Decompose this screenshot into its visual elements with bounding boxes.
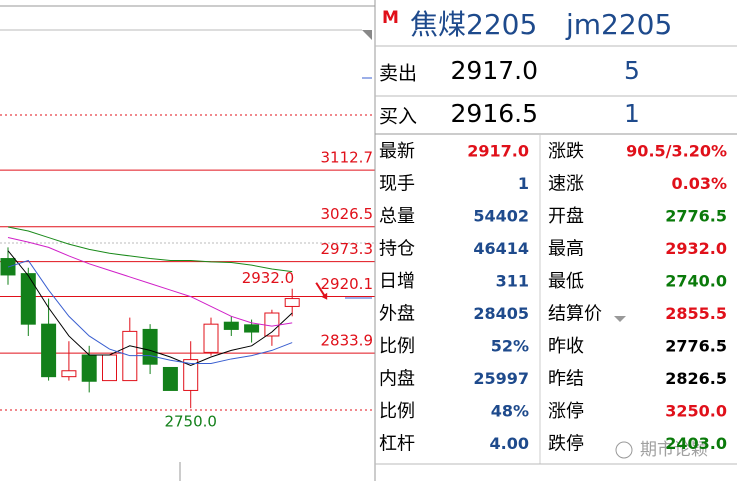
stat-value: 2403.0 (665, 434, 727, 453)
stat-value: 48% (491, 402, 529, 421)
price-level-label: 2973.3 (321, 240, 374, 258)
moving-average (7, 237, 293, 327)
stat-label: 内盘 (379, 369, 415, 390)
code: jm2205 (565, 8, 672, 41)
candle-body (162, 366, 178, 391)
stat-label: 结算价 (548, 304, 602, 325)
stat-value: 4.00 (490, 434, 529, 453)
price-level-label: 2920.1 (321, 275, 374, 293)
stat-label: 跌停 (548, 434, 584, 455)
stat-label: 最高 (548, 239, 584, 260)
stat-value: 0.03% (671, 174, 727, 193)
stat-label: 涨跌 (548, 141, 584, 162)
title: 焦煤2205 (410, 8, 537, 41)
stat-label: 持仓 (379, 239, 415, 260)
stat-value: 2932.0 (665, 239, 727, 258)
stat-label: 速涨 (548, 174, 584, 195)
candle-body (142, 328, 158, 365)
candle-body (244, 324, 260, 333)
stat-label: 日增 (379, 271, 415, 292)
stat-value: 52% (491, 337, 529, 356)
watermark-icon (615, 441, 633, 459)
stat-label: 昨结 (548, 369, 584, 390)
sell-price: 2917.0 (451, 56, 538, 85)
stat-label: 杠杆 (379, 434, 415, 455)
dropdown-arrow (614, 316, 626, 322)
stat-value: 2740.0 (665, 272, 727, 291)
stat-value: 2917.0 (467, 142, 529, 161)
sell-label: 卖出 (379, 63, 417, 85)
candle-body (284, 298, 300, 307)
stat-value: 28405 (473, 304, 529, 323)
watermark: 期市论颖 (640, 440, 708, 460)
price-level-label: 3026.5 (321, 205, 374, 223)
stat-value: 2776.5 (665, 207, 727, 226)
sell-volume: 5 (624, 56, 640, 85)
stat-label: 最新 (379, 141, 415, 162)
stat-label: 最低 (548, 271, 584, 292)
stat-value: 90.5/3.20% (626, 142, 727, 161)
high-label: 2932.0 (242, 269, 295, 287)
stat-label: 现手 (379, 174, 415, 195)
stat-value: 46414 (473, 239, 529, 258)
candle-body (41, 323, 57, 378)
stat-value: 54402 (473, 207, 529, 226)
stat-label: 外盘 (379, 304, 415, 325)
moving-average (7, 250, 293, 367)
corner-marker (362, 30, 372, 40)
candle-body (223, 321, 239, 330)
stat-value: 25997 (473, 369, 529, 388)
price-level-label: 2833.9 (321, 332, 374, 350)
buy-volume: 1 (624, 99, 640, 128)
candle-body (183, 359, 199, 391)
stat-label: 昨收 (548, 336, 584, 357)
stat-value: 1 (518, 174, 529, 193)
stat-label: 比例 (379, 336, 415, 357)
candle-body (102, 354, 117, 382)
stat-value: 311 (496, 272, 529, 291)
candle-body (81, 354, 97, 382)
stat-value: 2826.5 (665, 369, 727, 388)
candle-body (20, 273, 36, 325)
stat-label: 比例 (379, 401, 415, 422)
stat-label: 开盘 (548, 206, 584, 227)
high-arrowhead (321, 292, 328, 300)
candle-body (61, 370, 77, 378)
buy-label: 买入 (379, 106, 417, 128)
candle-body (264, 312, 280, 337)
low-label: 2750.0 (164, 413, 217, 431)
stat-value: 2855.5 (665, 304, 727, 323)
candle-body (203, 323, 219, 353)
moving-average (7, 259, 293, 365)
stat-label: 涨停 (548, 401, 584, 422)
flag: M (382, 8, 399, 28)
stat-value: 3250.0 (665, 402, 727, 421)
high-arrow (315, 282, 327, 298)
stat-value: 2776.5 (665, 337, 727, 356)
buy-price: 2916.5 (451, 99, 538, 128)
price-level-label: 3112.7 (321, 149, 374, 167)
stat-label: 总量 (379, 206, 415, 227)
moving-average (7, 226, 293, 273)
